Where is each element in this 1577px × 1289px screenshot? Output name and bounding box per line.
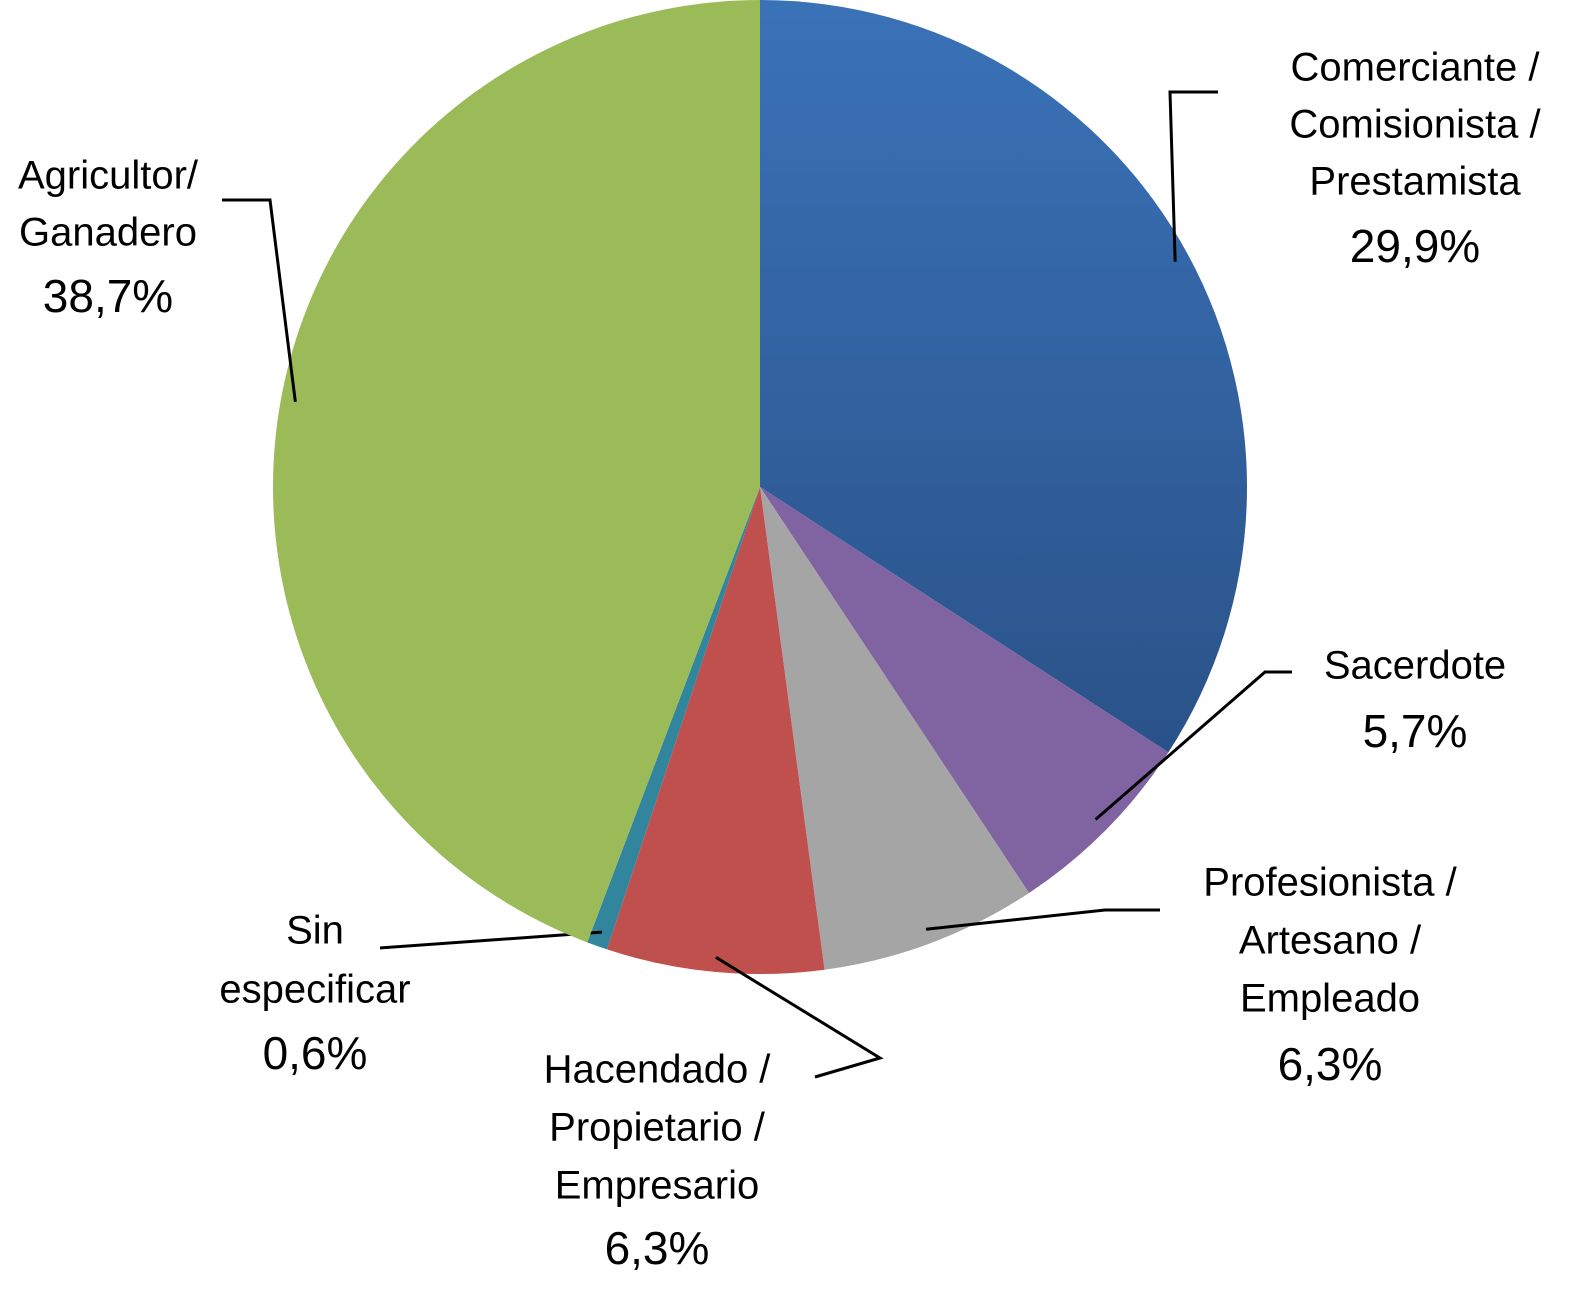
slice-label: Empleado (1240, 977, 1420, 1021)
pie-slice (760, 0, 1247, 753)
value-label: 6,3% (1278, 1038, 1383, 1090)
value-label: 0,6% (263, 1027, 368, 1079)
slice-label: especificar (219, 968, 410, 1012)
pie-slice (607, 487, 825, 975)
leader-line (222, 198, 297, 403)
slice-label: Profesionista / (1203, 861, 1457, 905)
pie-slice (760, 487, 1030, 970)
slice-label: Propietario / (549, 1106, 766, 1150)
leader-line (379, 930, 603, 950)
slice-label: Empresario (555, 1164, 760, 1208)
value-label: 6,3% (605, 1222, 710, 1274)
slice-label: Hacendado / (544, 1048, 772, 1092)
slice-label: Artesano / (1239, 919, 1422, 963)
pie-slice (587, 487, 760, 950)
leader-line (715, 956, 884, 1079)
slice-label: Sacerdote (1324, 644, 1506, 688)
slice-label: Comisionista / (1289, 103, 1541, 147)
pie-slice (760, 487, 1169, 893)
value-label: 38,7% (43, 270, 173, 322)
slice-label: Agricultor/ (18, 154, 199, 198)
slice-label: Comerciante / (1291, 46, 1541, 90)
leader-line (1094, 670, 1292, 821)
leader-line (1168, 90, 1218, 262)
value-label: 29,9% (1350, 220, 1480, 272)
slice-label: Prestamista (1309, 160, 1521, 204)
value-label: 5,7% (1363, 705, 1468, 757)
leader-line (925, 908, 1160, 931)
pie-slice (273, 0, 760, 943)
slice-label: Sin (286, 909, 344, 953)
slice-label: Ganadero (19, 211, 197, 255)
